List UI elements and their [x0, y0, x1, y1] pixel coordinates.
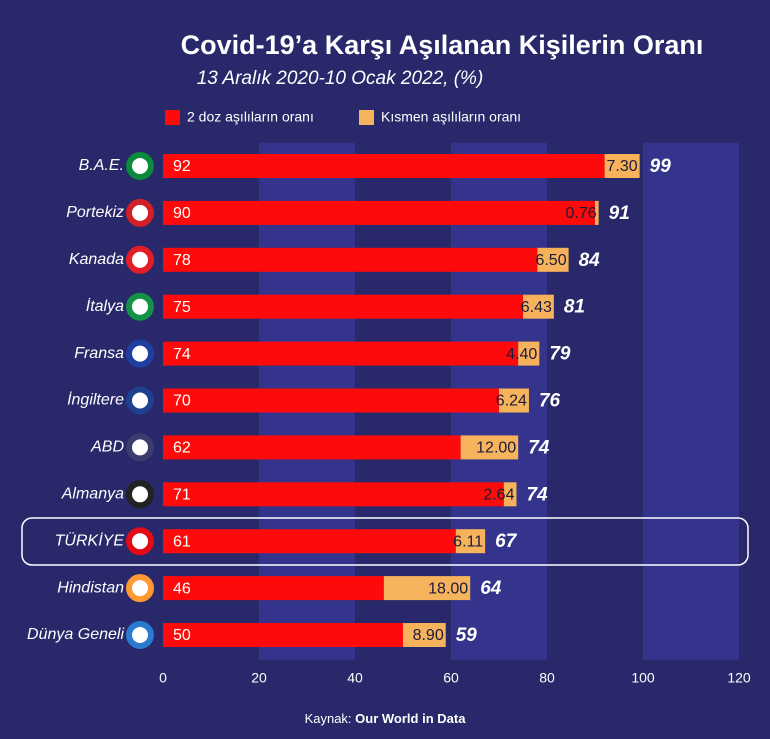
value-label: 6.24 [496, 393, 527, 410]
x-tick-label: 100 [631, 670, 655, 686]
x-tick-label: 20 [251, 670, 267, 686]
value-label: 6.43 [521, 299, 552, 316]
flag-icon [126, 292, 154, 321]
bar-segment [163, 623, 403, 647]
value-label: 92 [173, 158, 191, 175]
source-prefix: Kaynak: [305, 711, 352, 726]
x-tick-label: 120 [727, 670, 751, 686]
category-label: ABD [90, 439, 124, 456]
bar-segment [455, 529, 486, 554]
total-label: 99 [650, 156, 672, 177]
bar-segment [163, 247, 538, 272]
total-label: 74 [528, 437, 550, 458]
bar-segment [163, 154, 605, 178]
total-label: 81 [564, 297, 585, 318]
bar-segment [518, 341, 540, 366]
value-label: 71 [173, 487, 191, 504]
bar-segment [163, 482, 504, 507]
total-label: 74 [526, 484, 548, 505]
category-label: Fransa [74, 345, 124, 362]
bar-segment [460, 435, 519, 460]
legend-swatch [165, 110, 180, 125]
category-label: Portekiz [66, 204, 124, 221]
grid-band [643, 143, 739, 660]
value-label: 70 [173, 393, 191, 410]
bar-segment [383, 576, 471, 601]
value-label: 50 [173, 627, 191, 644]
total-label: 91 [609, 203, 630, 224]
category-label: Almanya [61, 486, 124, 503]
source-name: Our World in Data [355, 711, 466, 726]
bar-segment [163, 294, 523, 319]
x-tick-label: 80 [539, 670, 555, 686]
bar-segment [537, 247, 569, 272]
value-label: 75 [173, 299, 191, 316]
flag-icon [126, 527, 154, 556]
bar-segment [523, 294, 554, 319]
flag-icon [126, 198, 154, 227]
value-label: 0.76 [566, 205, 597, 222]
bar-segment [163, 576, 384, 601]
value-label: 78 [173, 252, 191, 269]
bar-segment [503, 482, 517, 507]
category-label: Dünya Geneli [27, 626, 124, 643]
x-tick-label: 60 [443, 670, 459, 686]
total-label: 67 [495, 531, 518, 552]
value-label: 18.00 [428, 580, 468, 597]
bar-segment [163, 341, 519, 366]
total-label: 59 [456, 625, 478, 646]
value-label: 90 [173, 205, 191, 222]
legend-swatch [359, 110, 374, 125]
value-label: 6.50 [535, 252, 566, 269]
category-label: TÜRKİYE [55, 530, 125, 549]
x-tick-label: 0 [159, 670, 167, 686]
flag-icon [126, 621, 154, 649]
flag-icon [126, 386, 154, 415]
value-label: 62 [173, 440, 191, 457]
flag-icon [126, 433, 154, 462]
total-label: 84 [579, 250, 601, 271]
bar-segment [403, 623, 446, 647]
bar-segment [163, 435, 461, 460]
bar-segment [604, 154, 640, 178]
value-label: 2.64 [483, 487, 514, 504]
value-label: 12.00 [476, 440, 516, 457]
flag-icon [126, 245, 154, 274]
highlight-box [21, 517, 749, 566]
value-label: 61 [173, 533, 191, 550]
x-tick-label: 40 [347, 670, 363, 686]
bar-segment [595, 200, 599, 225]
total-label: 76 [539, 391, 561, 412]
total-label: 64 [480, 578, 502, 599]
value-label: 7.30 [606, 158, 637, 175]
chart-subtitle: 13 Aralık 2020-10 Ocak 2022, (%) [197, 68, 484, 89]
source: Kaynak: Our World in Data [305, 711, 467, 726]
flag-icon [126, 574, 154, 603]
legend-label: Kısmen aşılıların oranı [381, 109, 521, 125]
category-label: Hindistan [57, 579, 124, 596]
category-label: İngiltere [67, 390, 124, 409]
flag-icon [126, 339, 154, 368]
category-label: İtalya [86, 296, 124, 315]
legend-label: 2 doz aşılıların oranı [187, 109, 314, 125]
category-label: Kanada [69, 251, 124, 268]
total-label: 79 [549, 344, 571, 365]
bar-segment [499, 388, 529, 413]
category-label: B.A.E. [79, 157, 124, 174]
value-label: 74 [173, 346, 191, 363]
bar-segment [163, 388, 499, 413]
value-label: 8.90 [413, 627, 444, 644]
bar-segment [163, 529, 456, 554]
value-label: 6.11 [453, 533, 483, 550]
flag-icon [126, 480, 154, 509]
value-label: 4.40 [506, 346, 537, 363]
chart-title: Covid-19’a Karşı Aşılanan Kişilerin Oran… [181, 30, 704, 60]
bar-segment [163, 200, 595, 225]
flag-icon [126, 152, 154, 180]
value-label: 46 [173, 580, 191, 597]
